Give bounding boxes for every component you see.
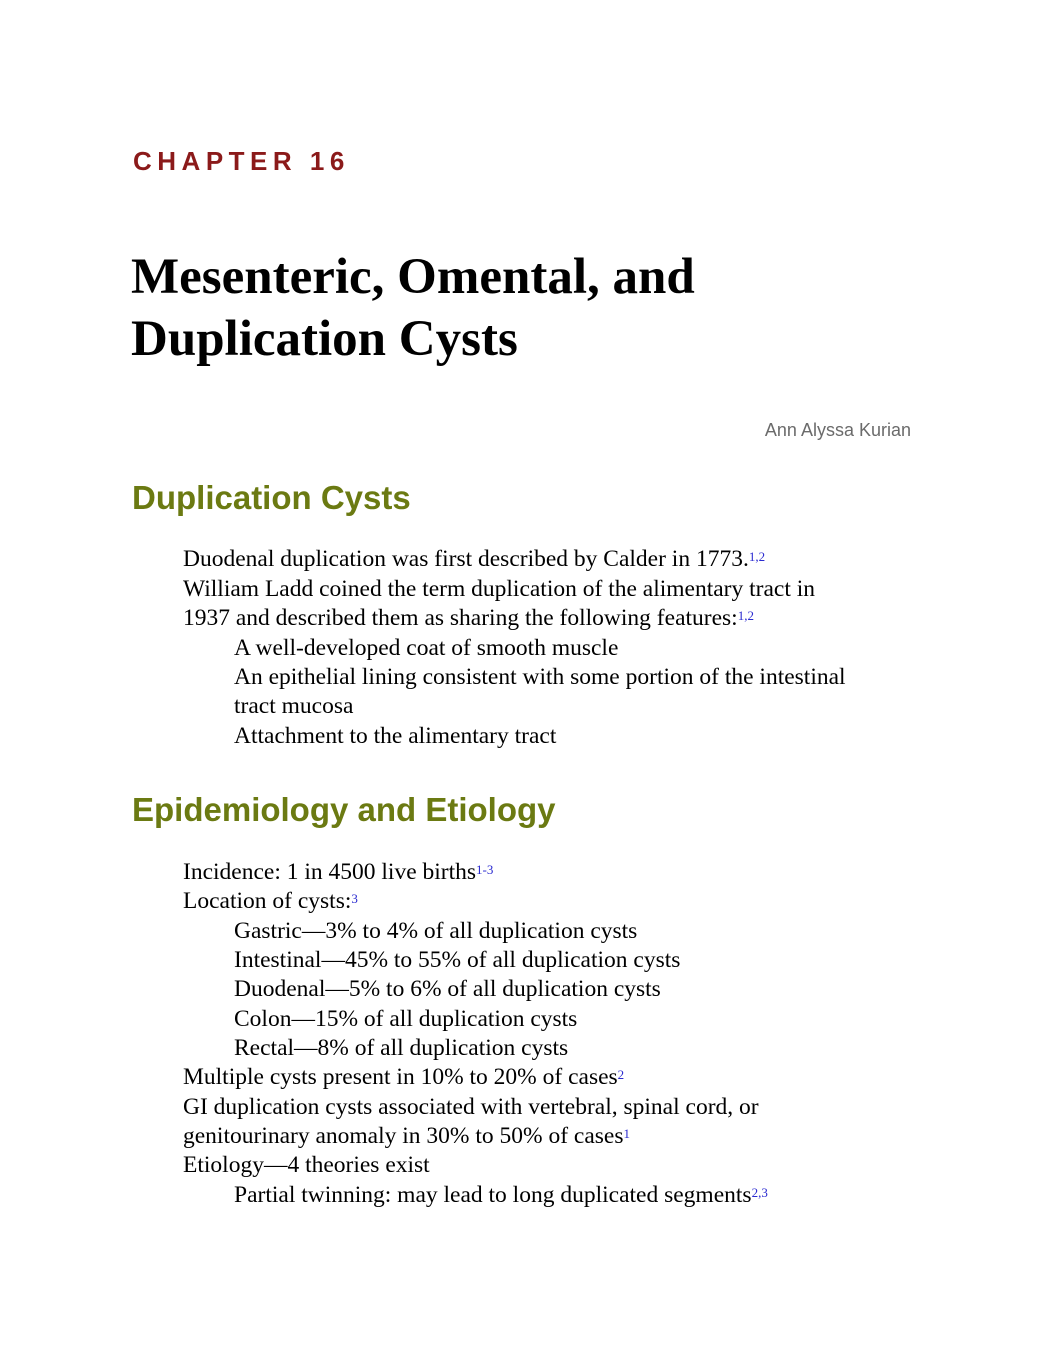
body-line: Location of cysts:3 <box>183 887 358 916</box>
body-line-text: tract mucosa <box>234 693 354 719</box>
body-line-text: Multiple cysts present in 10% to 20% of … <box>183 1064 618 1090</box>
reference-link[interactable]: 3 <box>351 891 358 906</box>
sub-bullet-line: Intestinal—45% to 55% of all duplication… <box>234 946 680 975</box>
reference-link[interactable]: 1-3 <box>476 862 494 877</box>
body-line-text: A well-developed coat of smooth muscle <box>234 635 619 661</box>
body-line-text: 1937 and described them as sharing the f… <box>183 605 738 631</box>
sub-bullet-line: Duodenal—5% to 6% of all duplication cys… <box>234 975 661 1004</box>
body-line: genitourinary anomaly in 30% to 50% of c… <box>183 1122 630 1151</box>
sub-bullet-line: An epithelial lining consistent with som… <box>234 663 846 692</box>
body-line-text: An epithelial lining consistent with som… <box>234 664 846 690</box>
reference-link[interactable]: 2,3 <box>751 1185 768 1200</box>
body-line-text: Gastric—3% to 4% of all duplication cyst… <box>234 918 638 944</box>
reference-link[interactable]: 1 <box>623 1126 631 1141</box>
sub-bullet-line: Partial twinning: may lead to long dupli… <box>234 1181 768 1210</box>
body-line: Etiology—4 theories exist <box>183 1151 430 1180</box>
body-line: 1937 and described them as sharing the f… <box>183 604 754 633</box>
chapter-title-line-2: Duplication Cysts <box>131 311 518 367</box>
body-line: Multiple cysts present in 10% to 20% of … <box>183 1063 624 1092</box>
chapter-label: CHAPTER 16 <box>133 146 350 176</box>
body-line-text: Rectal—8% of all duplication cysts <box>234 1035 569 1061</box>
body-line-text: Duodenal duplication was first described… <box>183 546 749 572</box>
sub-bullet-line: Colon—15% of all duplication cysts <box>234 1005 577 1034</box>
body-line-text: Duodenal—5% to 6% of all duplication cys… <box>234 976 661 1002</box>
reference-link[interactable]: 1,2 <box>748 549 766 564</box>
body-line-text: Intestinal—45% to 55% of all duplication… <box>234 947 681 973</box>
body-line-text: Colon—15% of all duplication cysts <box>234 1006 578 1032</box>
reference-link[interactable]: 2 <box>617 1067 625 1082</box>
sub-bullet-line: A well-developed coat of smooth muscle <box>234 634 618 663</box>
body-line-text: Location of cysts: <box>183 888 352 914</box>
body-line: GI duplication cysts associated with ver… <box>183 1093 759 1122</box>
body-line-text: Partial twinning: may lead to long dupli… <box>234 1182 752 1208</box>
sub-bullet-line: Gastric—3% to 4% of all duplication cyst… <box>234 917 637 946</box>
body-line-text: GI duplication cysts associated with ver… <box>183 1094 759 1120</box>
chapter-title: Mesenteric, Omental, and Duplication Cys… <box>131 246 931 370</box>
sub-bullet-line: Attachment to the alimentary tract <box>234 722 556 751</box>
author-name: Ann Alyssa Kurian <box>764 420 911 440</box>
body-line-text: William Ladd coined the term duplication… <box>183 576 816 602</box>
body-line-text: genitourinary anomaly in 30% to 50% of c… <box>183 1123 624 1149</box>
body-line-text: Etiology—4 theories exist <box>183 1152 430 1178</box>
section-heading-epidemiology-etiology: Epidemiology and Etiology <box>132 791 556 828</box>
sub-bullet-line: Rectal—8% of all duplication cysts <box>234 1034 568 1063</box>
chapter-title-line-1: Mesenteric, Omental, and <box>131 249 695 305</box>
reference-link[interactable]: 1,2 <box>737 608 754 623</box>
body-line: Incidence: 1 in 4500 live births1-3 <box>183 858 493 887</box>
body-line: Duodenal duplication was first described… <box>183 545 765 574</box>
body-line-text: Incidence: 1 in 4500 live births <box>183 859 477 885</box>
section-heading-duplication-cysts: Duplication Cysts <box>132 479 411 516</box>
body-line-text: Attachment to the alimentary tract <box>234 723 557 749</box>
sub-bullet-line: tract mucosa <box>234 692 353 721</box>
body-line: William Ladd coined the term duplication… <box>183 575 815 604</box>
